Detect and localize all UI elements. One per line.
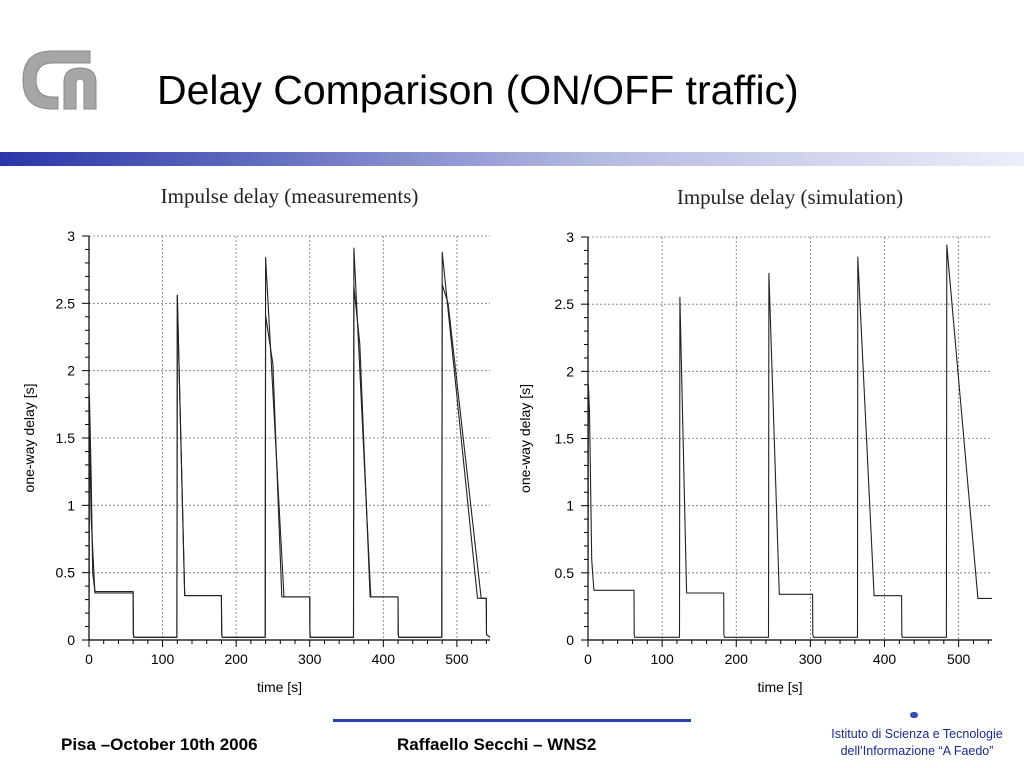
x-tick-label: 400 (873, 651, 897, 667)
y-tick-label: 0 (566, 632, 574, 648)
chart-svg: Impulse delay (simulation) 0 100 200 300 400 5… (517, 185, 992, 695)
x-tick-label: 200 (725, 651, 749, 667)
series-line-1 (587, 244, 992, 638)
chart-title: Impulse delay (simulation) (677, 185, 903, 209)
x-tick-label: 400 (372, 651, 396, 667)
y-axis-label: one-way delay [s] (517, 384, 533, 493)
page-title: Delay Comparison (ON/OFF traffic) (157, 67, 799, 113)
y-tick-label: 2 (67, 363, 75, 379)
logo (22, 50, 97, 110)
y-tick-label: 3 (566, 229, 574, 245)
x-tick-label: 300 (298, 651, 322, 667)
chart-svg: Impulse delay (measurements) 0 100 200 300 40… (21, 184, 491, 695)
y-tick-label: 1.5 (56, 430, 76, 446)
footer-date-location: Pisa –October 10th 2006 (61, 735, 258, 754)
y-tick-label: 2.5 (56, 295, 76, 311)
x-tick-label: 0 (584, 651, 592, 667)
x-axis-label: time [s] (257, 679, 302, 695)
x-tick-label: 100 (650, 651, 674, 667)
footer-author: Raffaello Secchi – WNS2 (397, 735, 597, 754)
series-line-2 (88, 283, 491, 638)
chart-title: Impulse delay (measurements) (161, 184, 419, 208)
footer-divider (333, 719, 691, 722)
footer-institute: Istituto di Scienza e Tecnologie dell’In… (811, 726, 1023, 760)
chart-measurements: Impulse delay (measurements) 0 100 200 300 40… (0, 170, 512, 710)
y-tick-label: 0 (67, 632, 75, 648)
x-tick-label: 0 (85, 651, 93, 667)
series-line-1 (88, 247, 491, 638)
y-tick-label: 1 (67, 497, 75, 513)
y-tick-label: 1.5 (555, 431, 575, 447)
x-tick-label: 500 (947, 651, 971, 667)
y-tick-label: 0.5 (555, 565, 575, 581)
y-tick-label: 2.5 (555, 296, 575, 312)
y-tick-label: 3 (67, 228, 75, 244)
y-tick-label: 0.5 (56, 565, 76, 581)
institute-line-2: dell’Informazione “A Faedo” (840, 744, 994, 758)
decoration-dot (910, 712, 918, 718)
x-axis-label: time [s] (757, 679, 802, 695)
y-axis-label: one-way delay [s] (21, 384, 37, 493)
x-tick-label: 300 (799, 651, 823, 667)
y-tick-label: 2 (566, 363, 574, 379)
title-underline-bar (0, 152, 1024, 166)
institute-line-1: Istituto di Scienza e Tecnologie (831, 727, 1003, 741)
x-tick-label: 200 (224, 651, 248, 667)
x-tick-label: 500 (445, 651, 469, 667)
x-tick-label: 100 (151, 651, 175, 667)
chart-simulation: Impulse delay (simulation) 0 100 200 300 400 5… (512, 170, 1024, 710)
y-tick-label: 1 (566, 498, 574, 514)
